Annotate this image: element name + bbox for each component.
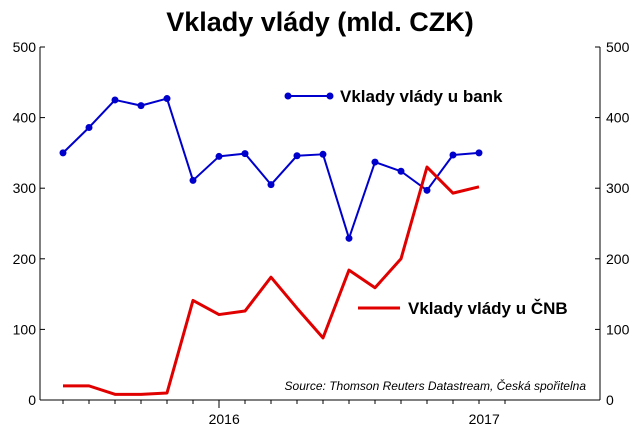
data-point-bank: [397, 167, 405, 175]
data-point-bank: [111, 96, 119, 104]
data-point-bank: [85, 123, 93, 131]
y-tick-label-left: 200: [13, 251, 37, 267]
y-tick-label-left: 0: [28, 392, 36, 408]
legend-marker-bank-end: [326, 92, 334, 100]
y-tick-label-right: 300: [606, 180, 630, 196]
y-tick-label-right: 100: [606, 321, 630, 337]
source-note: Source: Thomson Reuters Datastream, Česk…: [285, 378, 587, 393]
data-point-bank: [267, 181, 275, 189]
series-line-cnb: [63, 165, 480, 396]
legend: Vklady vlády u bank Vklady vlády u ČNB: [284, 87, 568, 318]
y-tick-label-left: 100: [13, 321, 37, 337]
series-line-bank: [62, 97, 480, 240]
legend-label-bank: Vklady vlády u bank: [340, 87, 503, 106]
legend-label-cnb: Vklady vlády u ČNB: [408, 299, 568, 318]
legend-marker-bank-start: [284, 92, 292, 100]
y-tick-label-right: 500: [606, 39, 630, 55]
data-point-bank: [163, 95, 171, 103]
data-point-bank: [293, 152, 301, 160]
y-tick-label-right: 200: [606, 251, 630, 267]
y-tick-label-right: 0: [606, 392, 614, 408]
y-ticks-left: 0 100 200 300 400 500: [13, 39, 45, 408]
data-point-bank: [215, 152, 223, 160]
y-tick-label-left: 300: [13, 180, 37, 196]
x-tick-label: 2016: [209, 411, 240, 427]
data-point-bank: [371, 158, 379, 166]
data-point-bank: [423, 186, 431, 194]
data-point-bank: [475, 149, 483, 157]
data-point-bank: [319, 150, 327, 158]
series-group: [59, 95, 483, 396]
x-tick-label: 2017: [469, 411, 500, 427]
y-tick-label-right: 400: [606, 110, 630, 126]
axes: [39, 47, 601, 401]
data-point-bank: [449, 151, 457, 159]
chart-title: Vklady vlády (mld. CZK): [166, 7, 474, 37]
data-point-bank: [59, 149, 67, 157]
data-point-bank: [345, 234, 353, 242]
y-tick-label-left: 500: [13, 39, 37, 55]
x-ticks: 2016 2017: [62, 400, 506, 427]
y-tick-label-left: 400: [13, 110, 37, 126]
data-point-bank: [241, 150, 249, 158]
data-point-bank: [137, 102, 145, 110]
data-point-bank: [189, 176, 197, 184]
y-ticks-right: 0 100 200 300 400 500: [595, 39, 630, 408]
